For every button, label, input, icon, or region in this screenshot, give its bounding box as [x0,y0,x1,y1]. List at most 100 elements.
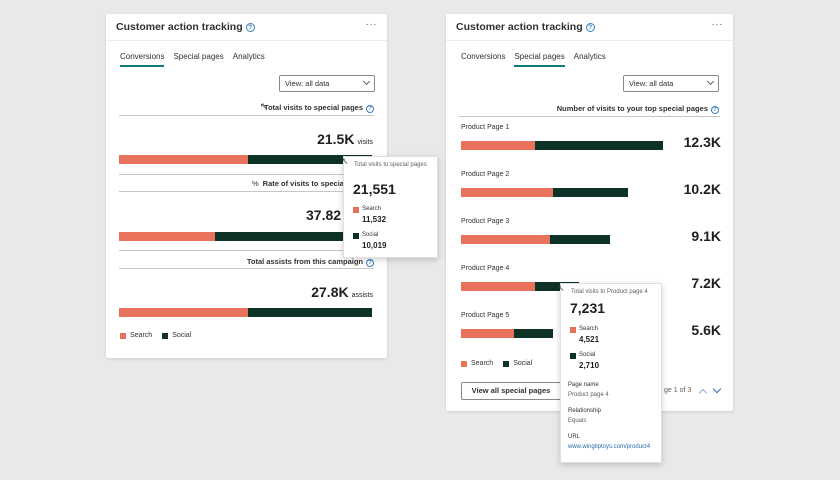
metric-label-text: Total visits to special pages [263,103,363,112]
tooltip-social-label: Social [579,352,596,358]
metric-label-rate-visits: % Rate of visits to special pages [252,179,370,188]
section-label-top-pages: Number of visits to your top special pag… [557,104,719,114]
metric-label-text: Total assists from this campaign [246,257,363,266]
tooltip-title: Total visits to special pages [354,162,427,168]
bar-social-total-visits[interactable] [248,155,372,164]
tooltip-swatch-search [570,327,576,333]
tooltip-search-label: Search [579,326,599,332]
bar-social-rate-visits[interactable] [215,232,372,241]
tab-list: Conversions Special pages Analytics [461,52,606,67]
tab-conversions[interactable]: Conversions [461,52,506,61]
chevron-up-icon[interactable] [698,388,708,398]
bar-search-product-page[interactable] [461,282,535,291]
bar-social-product-page[interactable] [534,141,663,150]
legend-label: Social [513,360,533,367]
tooltip-search-value: 4,521 [579,335,600,344]
metric-value-rate-visits: 37.82 [306,207,341,223]
legend: Search Social [461,360,532,367]
tab-special-pages[interactable]: Special pages [514,52,565,67]
chevron-down-icon [706,77,715,86]
bar-search-total-visits[interactable] [119,155,249,164]
metric-value-total-assists: 27.8K assists [311,284,373,300]
tooltip-swatch-search [353,207,359,213]
tooltip-url-link[interactable]: www.wingtiptoys.com/product4 [568,444,651,450]
tooltip-relationship-value: Equals [568,418,587,424]
legend-swatch [503,360,510,367]
divider [119,191,374,192]
card-header: Customer action tracking? ··· [106,14,387,41]
bar-social-product-page[interactable] [534,282,580,291]
card-title-text: Customer action tracking [116,21,243,33]
tooltip-url-label: URL [568,434,581,440]
bar-search-product-page[interactable] [461,329,514,338]
metric-value-text: 21.5K [317,131,355,147]
info-icon[interactable]: ? [245,23,255,32]
view-select-value: View: all data [285,79,330,88]
tooltip-swatch-social [570,353,576,359]
legend: Search Social [120,332,191,339]
metric-unit: visits [357,139,373,146]
more-options-icon[interactable]: ··· [711,19,723,30]
tab-analytics[interactable]: Analytics [573,52,606,61]
legend-swatch [461,360,467,367]
card-title: Customer action tracking? [116,21,255,33]
bar-search-total-assists[interactable] [119,308,249,317]
bar-search-product-page[interactable] [461,188,553,197]
legend-swatch [120,332,126,339]
legend-label: Social [172,332,192,339]
bar-social-product-page[interactable] [513,329,553,338]
tab-special-pages[interactable]: Special pages [173,52,224,61]
tab-analytics[interactable]: Analytics [232,52,265,61]
tooltip-swatch-social [353,233,359,239]
view-select[interactable]: View: all data [623,75,719,92]
tooltip-total-visits: Total visits to special pages 21,551 Sea… [343,156,438,258]
card-title-text: Customer action tracking [456,21,583,33]
chevron-down-icon [362,77,371,86]
bar-social-product-page[interactable] [552,188,629,197]
view-select-value: View: all data [629,79,674,88]
mouse-cursor-icon: ↖ [341,156,349,166]
help-icon[interactable]: ? [711,106,719,114]
legend-item-social: Social [162,332,191,339]
more-options-icon[interactable]: ··· [365,19,377,30]
tooltip-social-value: 10,019 [362,241,387,250]
tab-list: Conversions Special pages Analytics [120,52,265,67]
tooltip-search-label: Search [362,206,382,212]
divider [119,268,374,269]
product-page-label: Product Page 2 [461,171,510,178]
metric-value-total-visits: 21.5K visits [317,131,373,147]
pager-text: ge 1 of 3 [664,387,692,394]
divider [119,115,374,116]
product-page-value: 12.3K [683,134,721,150]
bar-social-product-page[interactable] [549,235,611,244]
customer-action-card-conversions: Customer action tracking? ··· Conversion… [106,14,387,358]
legend-label: Search [130,332,153,339]
divider [119,174,374,175]
metric-unit: assists [351,292,373,299]
product-page-value: 9.1K [691,228,721,244]
legend-label: Search [471,360,494,367]
section-label-text: Number of visits to your top special pag… [556,104,708,113]
chevron-down-icon[interactable] [712,384,722,394]
tab-conversions[interactable]: Conversions [120,52,165,67]
metric-label-total-assists: Total assists from this campaign? [247,257,374,267]
tooltip-relationship-label: Relationship [568,408,602,414]
help-icon[interactable]: ? [366,259,374,267]
tooltip-product-page-4: Total visits to Product page 4 7,231 Sea… [560,283,662,463]
bar-search-product-page[interactable] [461,235,550,244]
tooltip-social-label: Social [362,232,379,238]
view-select[interactable]: View: all data [279,75,375,92]
product-page-label: Product Page 4 [461,265,510,272]
bar-search-rate-visits[interactable] [119,232,216,241]
tooltip-total: 7,231 [570,300,606,316]
metric-value-text: 27.8K [311,284,349,300]
metric-value-text: 37.82 [306,207,342,223]
tooltip-search-value: 11,532 [362,215,387,224]
bar-search-product-page[interactable] [461,141,535,150]
view-all-special-pages-button[interactable]: View all special pages [461,382,561,400]
divider [119,250,374,251]
info-icon[interactable]: ? [585,23,595,32]
metric-label-text: Rate of visits to special pages [262,179,370,188]
bar-social-total-assists[interactable] [248,308,372,317]
help-icon[interactable]: ? [366,105,374,113]
